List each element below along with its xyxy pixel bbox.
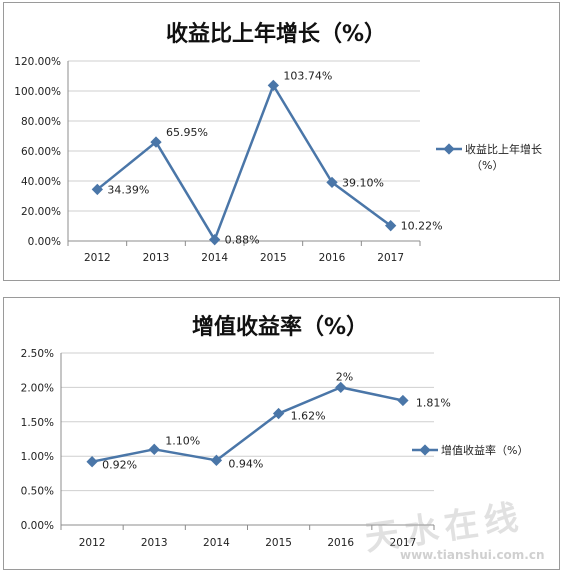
data-point-marker: [326, 176, 338, 189]
data-point-marker: [397, 394, 409, 407]
series-line: [96, 84, 392, 241]
x-tick-label: 2012: [79, 537, 106, 549]
data-label: 1.81%: [416, 396, 451, 409]
y-tick-label: 2.00%: [21, 382, 54, 394]
x-tick-label: 2017: [377, 252, 404, 264]
legend-label: 收益比上年增长: [465, 142, 542, 156]
legend-marker: [419, 444, 431, 456]
y-tick-label: 1.00%: [21, 451, 54, 463]
x-tick-label: 2016: [319, 252, 346, 264]
chart-panel-yield: 增值收益率（%） 0.00% 0.50% 1.00% 1.50% 2.00% 2.50% 20…: [3, 297, 560, 570]
y-tick-label: 120.00%: [14, 56, 61, 68]
y-tick-label: 1.50%: [21, 417, 54, 429]
data-point-marker: [86, 456, 98, 468]
y-tick-label: 100.00%: [14, 86, 61, 98]
data-label: 65.95%: [166, 126, 208, 139]
x-tick-label: 2015: [265, 537, 292, 549]
x-tick-label: 2013: [143, 252, 170, 264]
data-label: 1.10%: [165, 434, 200, 447]
data-point-marker: [385, 220, 397, 232]
data-label: 0.88%: [225, 234, 260, 247]
y-tick-label: 80.00%: [21, 116, 61, 128]
data-label: 1.62%: [291, 410, 326, 423]
data-label: 0.92%: [102, 459, 137, 472]
x-tick-label: 2013: [141, 537, 168, 549]
legend-marker: [443, 143, 455, 155]
chart-title: 增值收益率（%）: [192, 314, 368, 340]
legend-label: 增值收益率（%）: [441, 443, 528, 457]
yield-chart-svg: 增值收益率（%） 0.00% 0.50% 1.00% 1.50% 2.00% 2.50% 20…: [21, 314, 529, 549]
legend-label: （%）: [471, 159, 503, 172]
series-line: [91, 386, 404, 463]
chart-title: 收益比上年增长（%）: [166, 21, 386, 47]
data-label: 0.94%: [228, 457, 263, 470]
data-point-marker: [267, 79, 279, 92]
data-label: 10.22%: [401, 220, 443, 233]
data-label: 39.10%: [342, 176, 384, 189]
y-tick-label: 0.00%: [21, 520, 54, 532]
data-label: 2%: [336, 370, 353, 383]
y-tick-label: 0.00%: [28, 236, 61, 248]
data-point-marker: [150, 136, 162, 148]
data-label: 34.39%: [107, 183, 149, 196]
data-label: 103.74%: [283, 69, 332, 82]
chart-panel-growth: 收益比上年增长（%） 0.00% 20.00% 40.00% 60.00% 80.00% 1…: [3, 2, 560, 281]
x-tick-label: 2017: [390, 537, 417, 549]
y-tick-label: 40.00%: [21, 176, 61, 188]
x-tick-label: 2014: [203, 537, 230, 549]
data-point-marker: [209, 234, 221, 246]
y-tick-label: 20.00%: [21, 206, 61, 218]
x-tick-label: 2012: [84, 252, 111, 264]
y-tick-label: 60.00%: [21, 146, 61, 158]
y-tick-label: 0.50%: [21, 486, 54, 498]
data-point-marker: [148, 443, 160, 455]
data-point-marker: [335, 381, 347, 394]
x-tick-label: 2014: [201, 252, 228, 264]
x-tick-label: 2015: [260, 252, 287, 264]
x-tick-label: 2016: [327, 537, 354, 549]
growth-chart-svg: 收益比上年增长（%）0.00%20.00%40.00%60.00%80.00%1…: [14, 21, 542, 264]
y-tick-label: 2.50%: [21, 348, 54, 360]
data-point-marker: [210, 454, 223, 466]
